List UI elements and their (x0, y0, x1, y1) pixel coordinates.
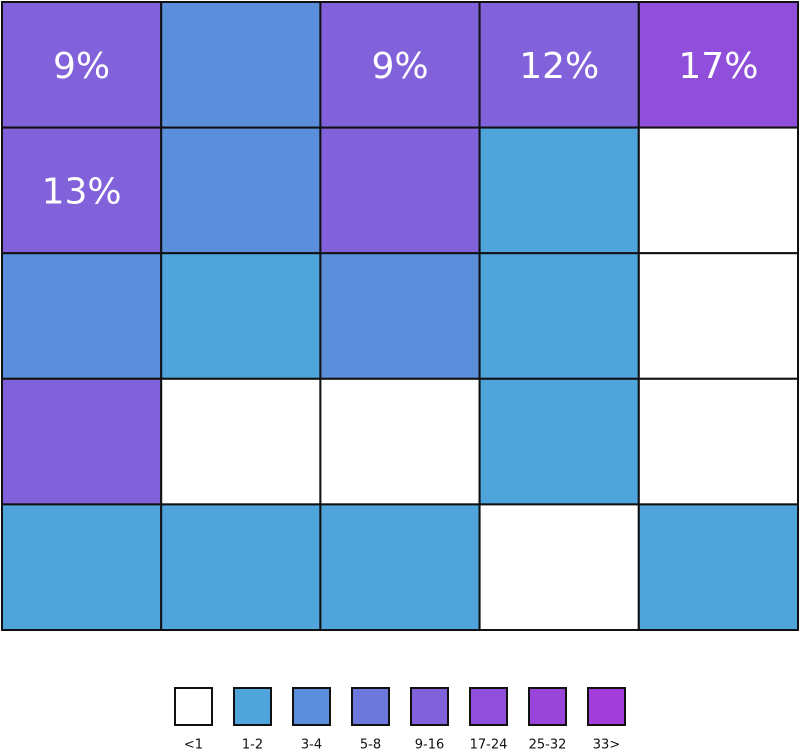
heatmap-cell (160, 252, 322, 380)
heatmap-cell (319, 377, 481, 506)
legend-label: 1-2 (242, 738, 263, 753)
legend-label: 25-32 (529, 738, 567, 753)
heatmap-cell (1, 1, 163, 129)
heatmap-cell (160, 503, 322, 631)
legend-swatch (351, 687, 390, 726)
heatmap-cell (319, 1, 481, 129)
legend-label: <1 (184, 738, 203, 753)
heatmap-cell (637, 252, 799, 380)
legend-swatch (528, 687, 567, 726)
heatmap-cell (1, 252, 163, 380)
cell-label: 17% (678, 46, 758, 87)
heatmap-cell (478, 503, 640, 631)
legend-swatch (469, 687, 508, 726)
cell-label: 12% (519, 46, 599, 87)
heatmap-cell (319, 503, 481, 631)
legend-swatch (174, 687, 213, 726)
legend-label: 5-8 (360, 738, 381, 753)
heatmap-cell (637, 126, 799, 255)
heatmap-cell (478, 126, 640, 255)
heatmap-cell (478, 377, 640, 506)
legend-swatch (587, 687, 626, 726)
legend-swatch (410, 687, 449, 726)
legend-label: 17-24 (470, 738, 508, 753)
heatmap-cell (160, 126, 322, 255)
legend-swatch (292, 687, 331, 726)
legend-label: 3-4 (301, 738, 322, 753)
legend-label: 33> (593, 738, 620, 753)
heatmap-cell (478, 252, 640, 380)
cell-label: 13% (42, 171, 122, 212)
cell-label: 9% (371, 46, 428, 87)
heatmap-cell (637, 377, 799, 506)
heatmap-cell (160, 1, 322, 129)
legend-swatch (233, 687, 272, 726)
heatmap-cell (1, 377, 163, 506)
heatmap-cell (1, 503, 163, 631)
heatmap-cell (160, 377, 322, 506)
heatmap-cell (319, 126, 481, 255)
heatmap-cell (637, 503, 799, 631)
cell-label: 9% (53, 46, 110, 87)
legend-label: 9-16 (415, 738, 445, 753)
heatmap-cell (319, 252, 481, 380)
heatmap-cell (478, 1, 640, 129)
heatmap-cell (637, 1, 799, 129)
